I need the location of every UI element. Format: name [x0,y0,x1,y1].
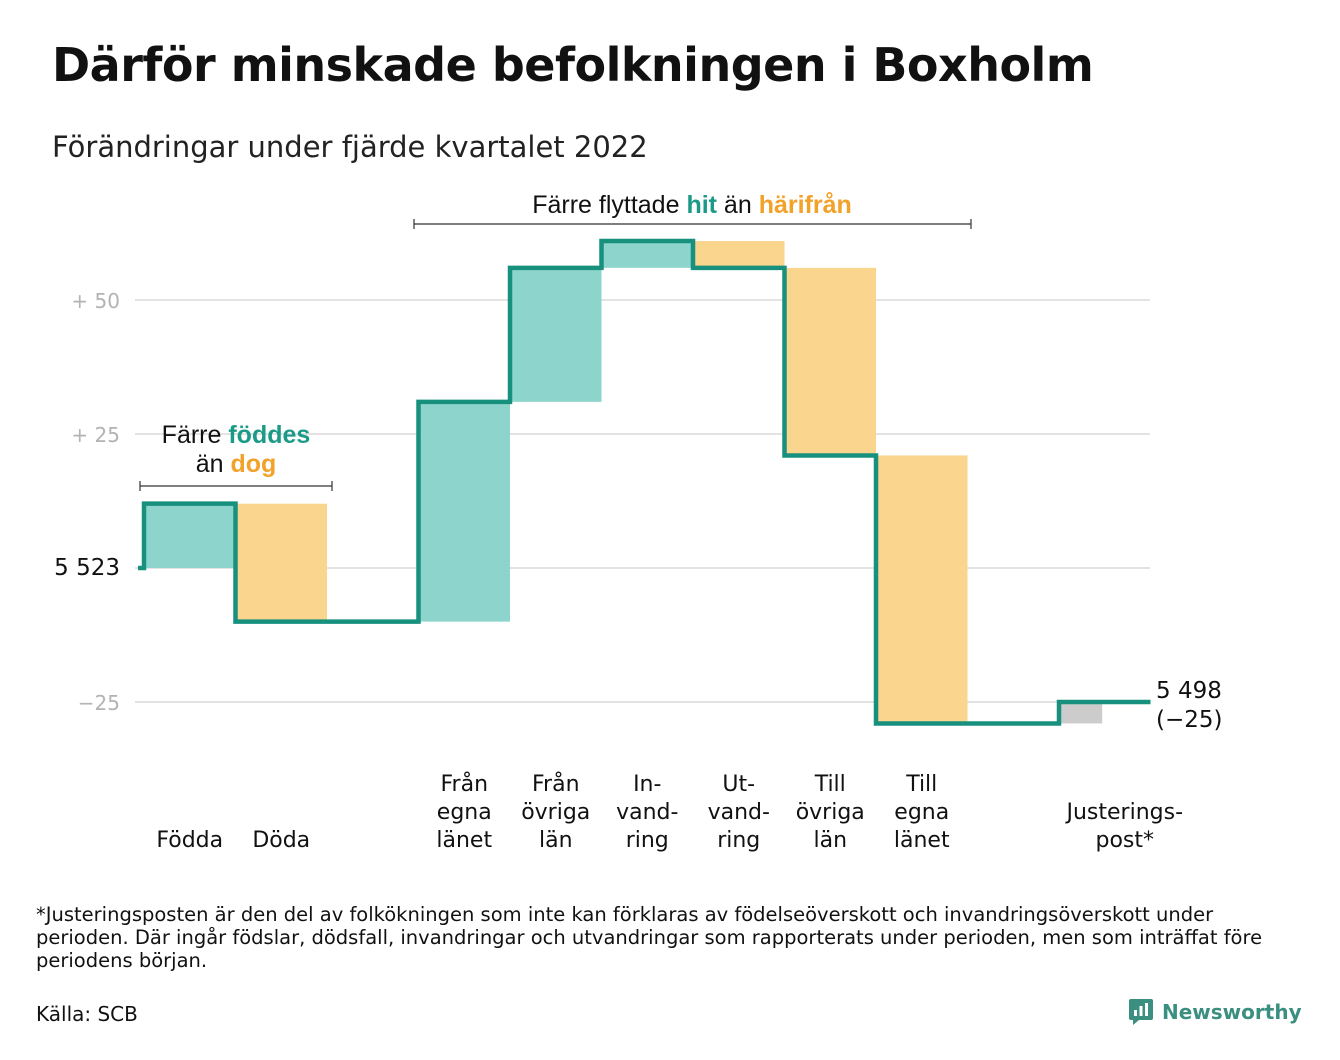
category-label-7: Till [814,772,846,797]
bar-0 [144,503,236,568]
category-label-5: vand- [616,800,678,825]
births-annotation-line2: än dog [196,450,277,478]
bar-4 [510,267,602,402]
category-label-5: In- [633,772,661,797]
end-value-label: 5 498 [1156,678,1222,704]
migration-annotation-bracket [413,219,972,229]
category-label-3: egna [437,800,492,825]
bar-10 [1061,702,1103,724]
bar-3 [418,401,510,622]
category-label-6: Ut- [722,772,755,797]
category-label-5: ring [626,828,669,853]
births-annotation-line1: Färre föddes [162,421,311,449]
bar-5 [601,241,693,268]
category-label-6: vand- [708,800,770,825]
bar-7 [784,267,876,456]
grid-layer [135,299,1150,703]
end-change-label: (−25) [1156,707,1222,733]
y-tick-label: + 25 [71,423,120,447]
category-label-8: egna [894,800,949,825]
migration-annotation-highlight-here: hit [686,191,717,219]
category-label-4: Från [532,771,580,797]
newsworthy-logo-icon [1129,999,1153,1025]
brand-name: Newsworthy [1162,1000,1302,1024]
chart-title: Därför minskade befolkningen i Boxholm [52,38,1094,92]
births-annotation-bracket [139,481,333,491]
source-label: Källa: SCB [36,1002,138,1026]
category-label-4: övriga [521,800,590,825]
waterfall-chart: + 50 + 25 −25 Födda Döda Från egna länet Från öv… [54,191,1222,853]
start-value-label: 5 523 [54,555,120,581]
births-annotation-highlight-died: dog [230,450,276,478]
bar-6 [693,241,785,268]
category-label-layer: Födda Döda Från egna länet Från övriga län In-va… [156,771,1183,853]
cumulative-step-line [138,238,1151,726]
category-label-8: Till [905,772,937,797]
migration-annotation: Färre flyttade hit än härifrån [532,191,852,219]
category-label-3: Från [440,771,488,797]
births-annotation-highlight-born: föddes [228,421,310,449]
brand-logo: Newsworthy [1128,997,1302,1027]
chart-subtitle: Förändringar under fjärde kvartalet 2022 [52,130,648,164]
category-label-3: länet [436,828,492,853]
category-label-7: övriga [796,800,865,825]
migration-annotation-highlight-away: härifrån [759,191,852,219]
category-label-7: län [813,828,847,853]
footnote: *Justeringsposten är den del av folkökni… [36,903,1263,972]
category-label-10: post* [1095,828,1154,853]
category-label-0: Födda [156,828,223,853]
y-tick-label: −25 [78,691,120,715]
category-label-4: län [539,828,573,853]
tick-layer: + 50 + 25 −25 [71,289,120,715]
bar-8 [876,455,968,724]
y-tick-label: + 50 [71,289,120,313]
bar-layer [144,241,1103,724]
line-layer [138,238,1151,726]
category-label-10: Justerings- [1064,800,1183,825]
category-label-8: länet [894,828,950,853]
category-label-6: ring [717,828,760,853]
bar-1 [235,503,327,622]
category-label-1: Döda [252,828,310,853]
